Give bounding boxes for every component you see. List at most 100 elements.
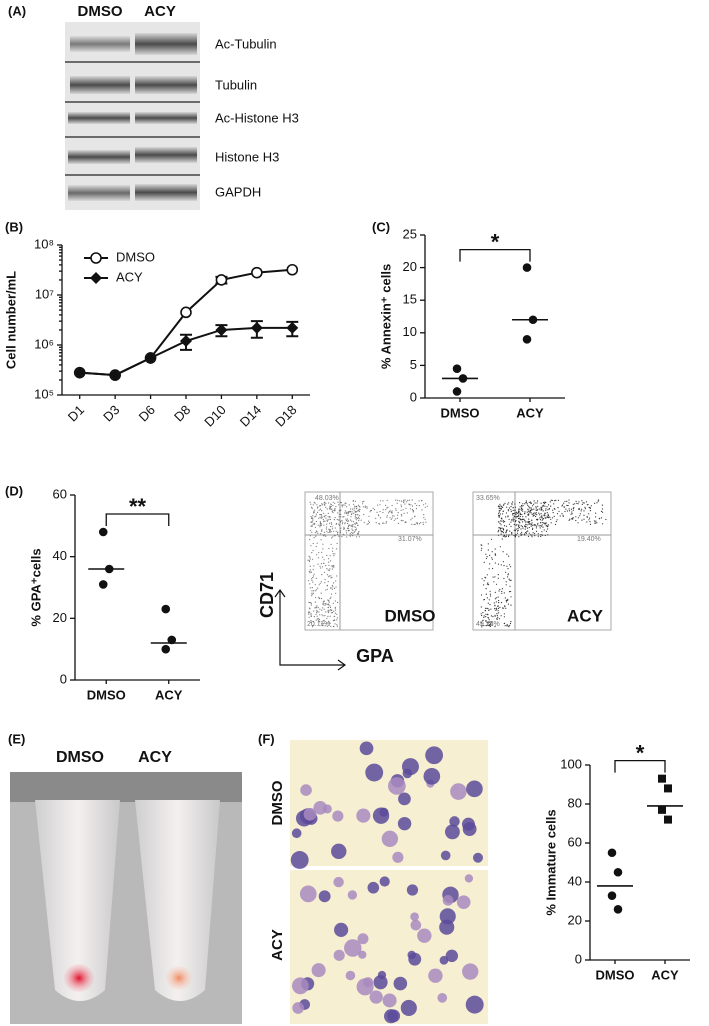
flow-event	[514, 503, 516, 505]
flow-event	[338, 510, 340, 512]
flow-event	[311, 524, 313, 527]
flow-event	[334, 517, 336, 519]
flow-event	[355, 536, 358, 538]
flow-event	[325, 535, 327, 537]
flow-event	[310, 604, 312, 606]
blot-label: GAPDH	[215, 184, 261, 199]
flow-event	[519, 502, 521, 504]
flow-event	[404, 503, 406, 505]
flow-event	[322, 562, 325, 564]
flow-event	[333, 619, 335, 621]
flow-event	[527, 504, 529, 506]
flow-event	[510, 510, 512, 513]
flow-event	[317, 587, 319, 589]
flow-event	[312, 549, 314, 552]
flow-event	[311, 590, 313, 592]
flow-event	[509, 585, 511, 587]
flow-event	[323, 512, 325, 515]
flow-event	[324, 604, 326, 606]
flow-event	[349, 535, 351, 537]
flow-event	[326, 554, 328, 557]
flow-event	[570, 513, 572, 515]
flow-event	[519, 506, 521, 508]
flow-event	[325, 502, 327, 504]
flow-event	[351, 520, 353, 522]
flow-event	[315, 520, 317, 523]
flow-event	[330, 575, 332, 577]
flow-event	[317, 511, 319, 513]
flow-event	[330, 543, 332, 546]
flow-event	[510, 590, 512, 593]
flow-event	[507, 573, 509, 575]
flow-event	[500, 517, 502, 519]
flow-event	[583, 510, 585, 512]
blot-label: Ac-Histone H3	[215, 110, 299, 125]
flow-event	[332, 536, 334, 538]
flow-event	[327, 603, 329, 605]
flow-event	[494, 576, 496, 578]
flow-event	[326, 588, 328, 590]
flow-event	[393, 519, 395, 521]
flow-event	[312, 542, 314, 545]
flow-event	[332, 582, 335, 584]
flow-event	[508, 502, 510, 504]
flow-event	[542, 522, 544, 524]
flow-event	[482, 625, 484, 627]
cell	[410, 912, 419, 922]
flow-event	[510, 566, 512, 568]
flow-event	[332, 586, 334, 588]
flow-event	[329, 529, 331, 531]
flow-event	[313, 565, 315, 567]
flow-event	[500, 507, 502, 509]
flow-event	[555, 520, 557, 523]
flow-event	[549, 501, 551, 503]
flow-event	[312, 625, 314, 627]
flow-event	[530, 524, 532, 526]
flow-event	[499, 515, 501, 517]
flow-event	[308, 560, 311, 563]
flow-event	[484, 576, 486, 579]
flow-event	[489, 623, 491, 625]
flow-event	[505, 532, 507, 534]
flow-event	[492, 567, 494, 570]
flow-event	[426, 505, 428, 507]
flow-event	[340, 530, 342, 532]
flow-event	[326, 523, 328, 525]
x-tick-label: DMSO	[441, 405, 480, 420]
flow-event	[330, 625, 332, 627]
flow-event	[494, 554, 497, 556]
flow-event	[510, 509, 512, 511]
flow-event	[524, 503, 526, 505]
flow-event	[581, 508, 583, 510]
flow-event	[322, 625, 324, 627]
flow-event	[507, 576, 509, 578]
flow-event	[531, 522, 533, 524]
flow-event	[489, 593, 491, 595]
flow-event	[540, 513, 542, 515]
flow-event	[596, 522, 598, 524]
flow-event	[416, 522, 418, 524]
flow-event	[513, 534, 515, 537]
flow-event	[502, 535, 504, 537]
flow-event	[506, 565, 508, 567]
flow-event	[385, 521, 387, 523]
flow-event	[312, 581, 314, 583]
flow-event	[515, 520, 517, 522]
flow-event	[486, 622, 488, 624]
flow-event	[498, 612, 500, 614]
flow-event	[505, 607, 507, 609]
flow-event	[515, 517, 517, 519]
flow-event	[535, 511, 537, 514]
flow-event	[531, 534, 533, 536]
cell	[379, 876, 390, 887]
flow-event	[540, 525, 543, 527]
flow-event	[402, 509, 404, 511]
flow-event	[533, 508, 535, 510]
flow-event	[320, 539, 322, 541]
flow-event	[336, 613, 338, 615]
flow-event	[328, 508, 331, 510]
flow-event	[308, 559, 310, 561]
flow-event	[498, 513, 500, 515]
flow-event	[517, 529, 519, 531]
flow-event	[541, 519, 543, 521]
